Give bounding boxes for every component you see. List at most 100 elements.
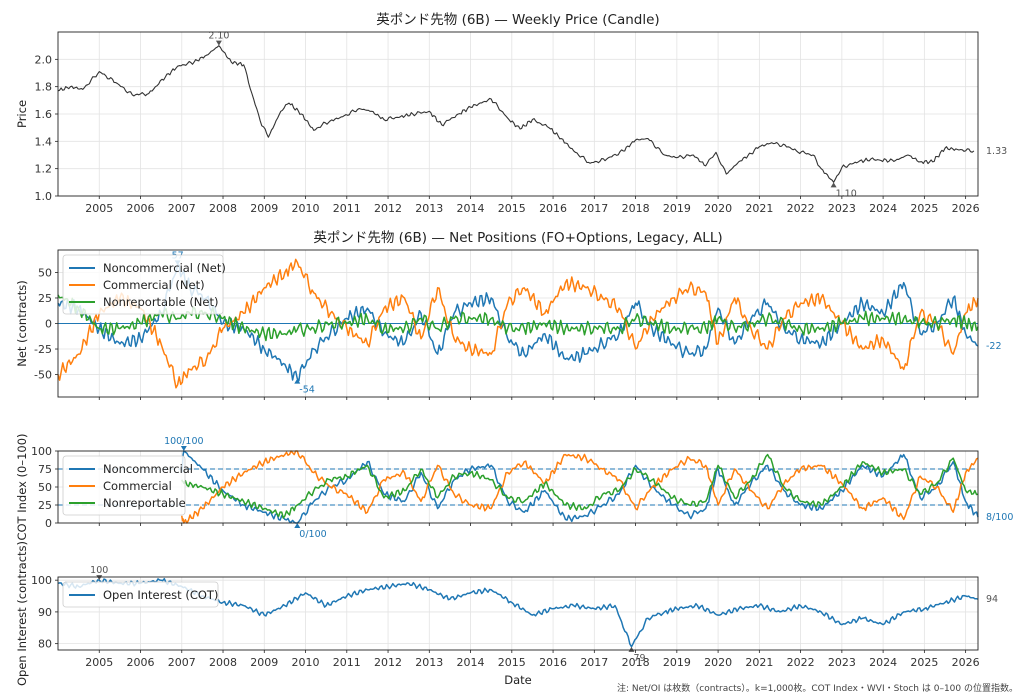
x-tick-label: 2012 xyxy=(374,202,402,215)
x-tick-label: 2007 xyxy=(168,656,196,669)
y-tick-label: 75 xyxy=(38,463,52,476)
x-tick-label: 2019 xyxy=(663,202,691,215)
plot-frame xyxy=(57,31,979,197)
x-tick-label: 2011 xyxy=(333,656,361,669)
x-tick-label: 2025 xyxy=(910,202,938,215)
x-tick-label: 2013 xyxy=(415,656,443,669)
x-tick-label: 2015 xyxy=(498,202,526,215)
annotation-marker xyxy=(96,575,103,581)
y-axis-label: Open Interest (contracts) xyxy=(15,541,29,686)
panel-3: 0 25 50 75 100 100/100 0/100 8/100 COT Index (0–… xyxy=(15,433,1013,540)
x-tick-label: 2023 xyxy=(828,656,856,669)
x-tick-label: 2026 xyxy=(952,656,980,669)
legend-box xyxy=(62,254,224,315)
x-tick-label: 2026 xyxy=(952,202,980,215)
x-tick-label: 2012 xyxy=(374,656,402,669)
legend-label: Noncommercial (Net) xyxy=(103,261,226,275)
legend-label: Nonreportable xyxy=(103,496,186,510)
annotation-last-value: 1.33 xyxy=(986,146,1007,157)
y-tick-label: 50 xyxy=(38,266,52,279)
legend-label: Commercial xyxy=(103,479,172,493)
series-line-commercial xyxy=(181,450,979,524)
y-tick-label: 1.2 xyxy=(35,163,53,176)
annotation-label: 100 xyxy=(90,565,108,576)
x-tick-label: 2020 xyxy=(704,202,732,215)
x-tick-label: 2008 xyxy=(209,202,237,215)
x-tick-label: 2024 xyxy=(869,656,897,669)
x-tick-label: 2010 xyxy=(292,202,320,215)
x-tick-label: 2020 xyxy=(704,656,732,669)
annotation-label: 100/100 xyxy=(164,436,203,447)
panel-4: 80 90 100 2005 2006 2007 2008 2009 2010 2011 2012 2… xyxy=(15,541,998,687)
x-tick-label: 2019 xyxy=(663,656,691,669)
plot-frame xyxy=(57,450,979,524)
x-tick-label: 2021 xyxy=(745,202,773,215)
x-tick-label: 2009 xyxy=(250,202,278,215)
legend-label: Nonreportable (Net) xyxy=(103,295,218,309)
x-tick-label: 2024 xyxy=(869,202,897,215)
annotation-label: -54 xyxy=(299,385,315,396)
series-line-commercial-net- xyxy=(57,258,979,389)
annotation-label: 0/100 xyxy=(299,529,326,540)
y-tick-label: -50 xyxy=(34,369,52,382)
y-tick-label: 100 xyxy=(31,445,52,458)
series-line-nonreportable xyxy=(181,453,979,519)
y-tick-label: 50 xyxy=(38,481,52,494)
series-line-nonreportable-net- xyxy=(57,294,979,342)
annotation-last-value: 94 xyxy=(986,594,998,605)
footnote: 注: Net/OI は枚数（contracts）。k=1,000枚。COT In… xyxy=(617,682,1018,694)
x-tick-label: 2017 xyxy=(580,656,608,669)
legend-box xyxy=(62,455,186,516)
x-tick-label: 2014 xyxy=(457,656,485,669)
legend-label: Open Interest (COT) xyxy=(103,588,218,602)
series-line-price xyxy=(57,45,975,183)
legend-label: Commercial (Net) xyxy=(103,278,205,292)
x-tick-label: 2021 xyxy=(745,656,773,669)
y-axis-label: COT Index (0–100) xyxy=(15,433,29,540)
annotation-label: 79 xyxy=(633,653,645,664)
y-tick-label: 1.0 xyxy=(35,190,53,203)
y-tick-label: 25 xyxy=(38,499,52,512)
x-tick-label: 2016 xyxy=(539,656,567,669)
price-panel-title: 英ポンド先物 (6B) — Weekly Price (Candle) xyxy=(376,11,659,28)
x-tick-label: 2006 xyxy=(127,202,155,215)
y-tick-label: 0 xyxy=(45,318,52,331)
y-tick-label: 1.8 xyxy=(35,81,53,94)
annotation-marker xyxy=(294,378,301,384)
x-tick-label: 2007 xyxy=(168,202,196,215)
y-tick-label: 0 xyxy=(45,517,52,530)
gridlines xyxy=(58,577,978,650)
y-tick-label: 1.4 xyxy=(35,135,53,148)
x-tick-label: 2013 xyxy=(415,202,443,215)
annotation-marker xyxy=(830,182,837,188)
annotation-label: 2.10 xyxy=(208,31,229,42)
y-tick-label: 2.0 xyxy=(35,53,53,66)
annotation-last-value: -22 xyxy=(986,341,1002,352)
x-tick-label: 2025 xyxy=(910,656,938,669)
x-axis-label: Date xyxy=(504,673,532,687)
legend-box xyxy=(62,581,219,608)
plot-frame xyxy=(57,576,979,651)
x-tick-label: 2010 xyxy=(292,656,320,669)
x-tick-label: 2005 xyxy=(85,656,113,669)
y-tick-label: 25 xyxy=(38,292,52,305)
annotation-marker xyxy=(215,40,222,46)
annotation-marker xyxy=(294,523,301,528)
y-tick-label: 90 xyxy=(38,606,52,619)
plot-frame xyxy=(57,249,979,398)
x-tick-label: 2014 xyxy=(457,202,485,215)
annotation-last-value: 8/100 xyxy=(986,512,1013,523)
annotation-marker xyxy=(628,646,635,652)
y-tick-label: 100 xyxy=(31,574,52,587)
annotation-label: 1.10 xyxy=(836,188,857,199)
x-tick-label: 2006 xyxy=(127,656,155,669)
panel-1: 1.0 1.2 1.4 1.6 1.8 2.0 2005 2006 2007 2008 2009 20… xyxy=(15,31,1007,215)
x-tick-label: 2017 xyxy=(580,202,608,215)
x-tick-label: 2008 xyxy=(209,656,237,669)
y-tick-label: -25 xyxy=(34,343,52,356)
x-tick-label: 2016 xyxy=(539,202,567,215)
x-tick-label: 2023 xyxy=(828,202,856,215)
x-tick-label: 2022 xyxy=(787,202,815,215)
x-tick-label: 2015 xyxy=(498,656,526,669)
